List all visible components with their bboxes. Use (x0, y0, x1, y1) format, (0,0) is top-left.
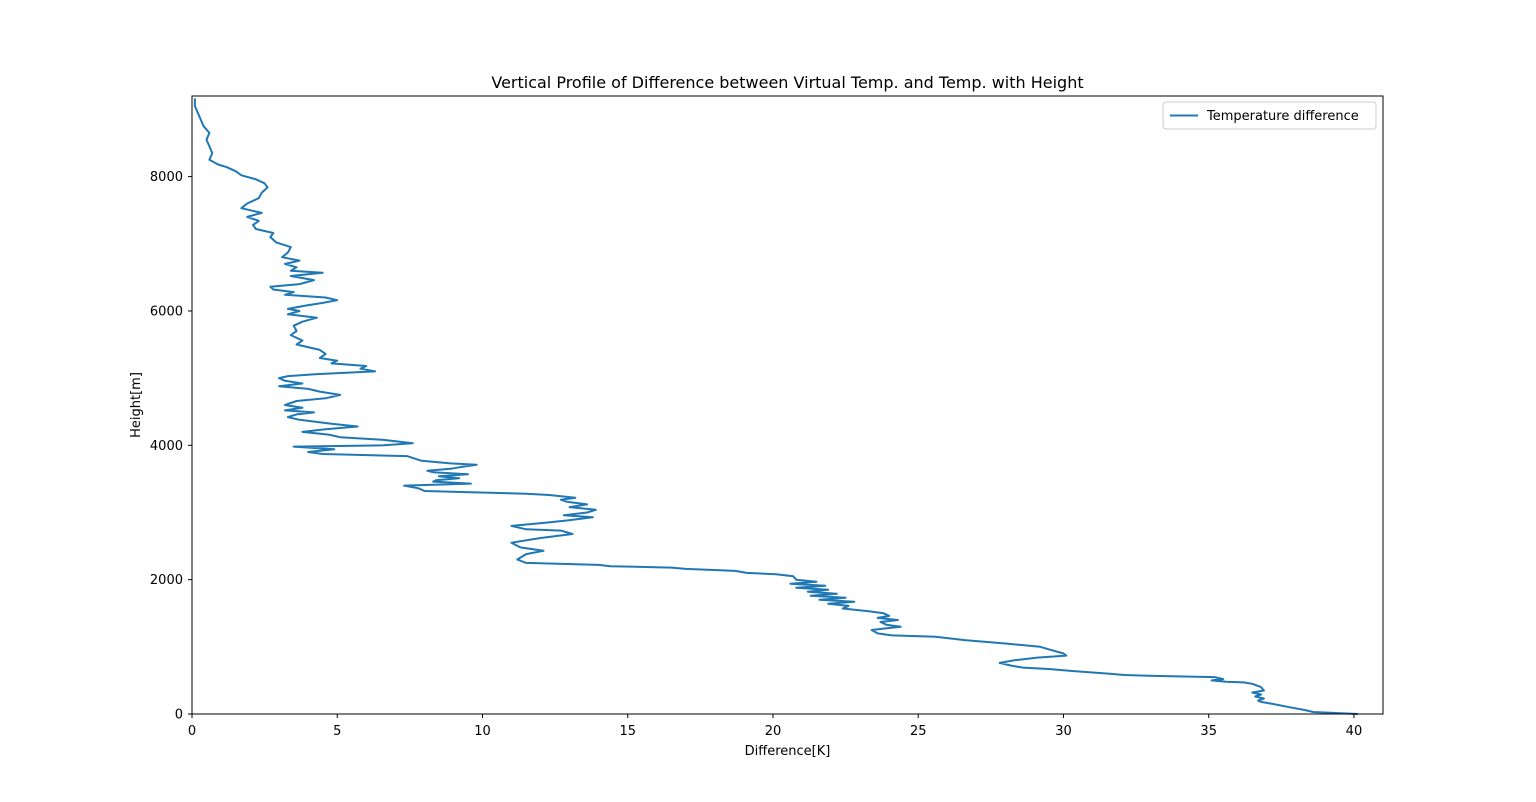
x-axis-label: Difference[K] (745, 744, 831, 759)
x-tick-label: 35 (1200, 724, 1217, 739)
legend-label: Temperature difference (1206, 109, 1359, 124)
x-tick-label: 10 (474, 724, 491, 739)
legend-box (1162, 101, 1377, 130)
x-tick-label: 5 (333, 724, 341, 739)
plot-border (191, 95, 1384, 715)
x-tick-label: 25 (910, 724, 927, 739)
plot-frame (192, 96, 1383, 714)
y-tick-label: 2000 (150, 573, 183, 588)
x-tick-label: 0 (188, 724, 196, 739)
y-axis-ticks: 0 2000 4000 6000 8000 (150, 170, 192, 723)
x-tick-label: 15 (619, 724, 636, 739)
legend: Temperature difference (1162, 101, 1377, 130)
x-axis-ticks: 0 5 10 15 20 25 30 35 40 (188, 714, 1362, 739)
y-tick-label: 8000 (150, 170, 183, 185)
y-tick-label: 4000 (150, 439, 183, 454)
x-tick-label: 20 (765, 724, 782, 739)
x-tick-label: 40 (1346, 724, 1363, 739)
y-tick-label: 0 (175, 708, 183, 723)
y-axis-label: Height[m] (129, 372, 144, 438)
series-line-temperature-difference (193, 98, 1358, 716)
chart-title: Vertical Profile of Difference between V… (491, 73, 1083, 92)
x-tick-label: 30 (1055, 724, 1072, 739)
y-tick-label: 6000 (150, 304, 183, 319)
